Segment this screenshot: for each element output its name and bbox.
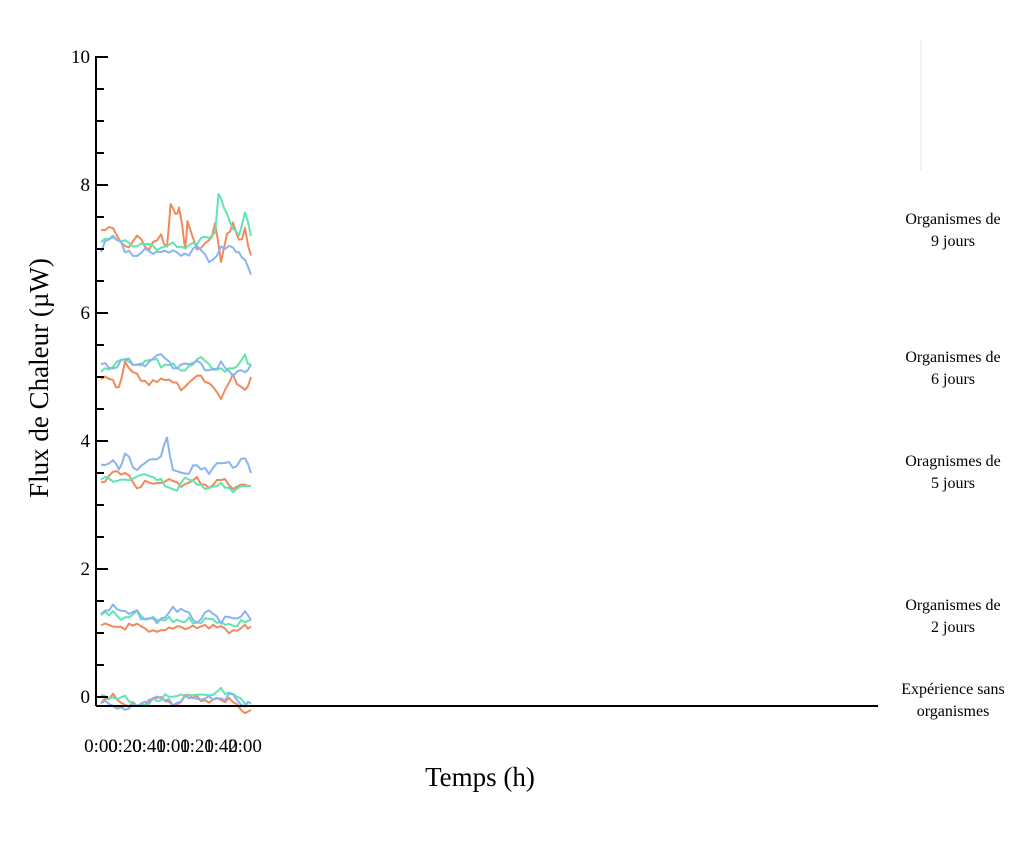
green-series-line	[100, 686, 252, 707]
series-group-4	[100, 686, 252, 715]
x-axis-title: Temps (h)	[425, 762, 535, 792]
blue-series-line	[100, 692, 252, 711]
ticks-layer: 0 2 4 6 8 10 0:000:200:401:001:201:402:00	[71, 47, 262, 757]
y-tick-label: 4	[81, 431, 91, 452]
group-labels-layer: Organismes de 9 jours Organismes de 6 jours…	[901, 211, 1005, 720]
group-label: Organismes de	[905, 597, 1000, 614]
y-tick-label: 10	[71, 47, 90, 68]
blue-series-line	[100, 353, 252, 378]
series-layer	[100, 192, 252, 715]
group-label: organismes	[917, 703, 990, 720]
x-tick-label: 2:00	[228, 736, 262, 757]
group-label: 2 jours	[931, 619, 975, 636]
y-axis-title: Flux de Chaleur (µW)	[24, 258, 54, 498]
orange-series-line	[100, 622, 252, 635]
group-label: Organismes de	[905, 211, 1000, 228]
blue-series-line	[100, 235, 252, 275]
x-tick-label: 0:40	[132, 736, 166, 757]
orange-series-line	[100, 203, 252, 264]
y-tick-label: 0	[81, 687, 91, 708]
y-tick-label: 2	[81, 559, 91, 580]
series-group-1	[100, 353, 252, 400]
x-tick-label: 1:00	[156, 736, 190, 757]
y-tick-label: 6	[81, 303, 91, 324]
green-series-line	[100, 192, 252, 252]
series-group-0	[100, 192, 252, 275]
labels-layer: Temps (h) Flux de Chaleur (µW)	[24, 258, 535, 792]
axes-layer	[95, 40, 922, 707]
series-group-3	[100, 603, 252, 635]
group-label: 9 jours	[931, 233, 975, 250]
group-label: Organismes de	[905, 349, 1000, 366]
x-tick-label: 1:40	[204, 736, 238, 757]
group-label: Expérience sans	[901, 681, 1005, 698]
group-label: 5 jours	[931, 475, 975, 492]
green-series-line	[100, 473, 252, 494]
series-group-2	[100, 436, 252, 494]
orange-series-line	[100, 360, 252, 400]
x-tick-label: 0:20	[108, 736, 142, 757]
y-tick-label: 8	[81, 175, 91, 196]
blue-series-line	[100, 603, 252, 625]
x-tick-label: 1:20	[180, 736, 214, 757]
green-series-line	[100, 609, 252, 628]
x-tick-label: 0:00	[84, 736, 118, 757]
orange-series-line	[100, 470, 252, 490]
blue-series-line	[100, 436, 252, 475]
group-label: Oragnismes de	[905, 453, 1001, 470]
group-label: 6 jours	[931, 371, 975, 388]
